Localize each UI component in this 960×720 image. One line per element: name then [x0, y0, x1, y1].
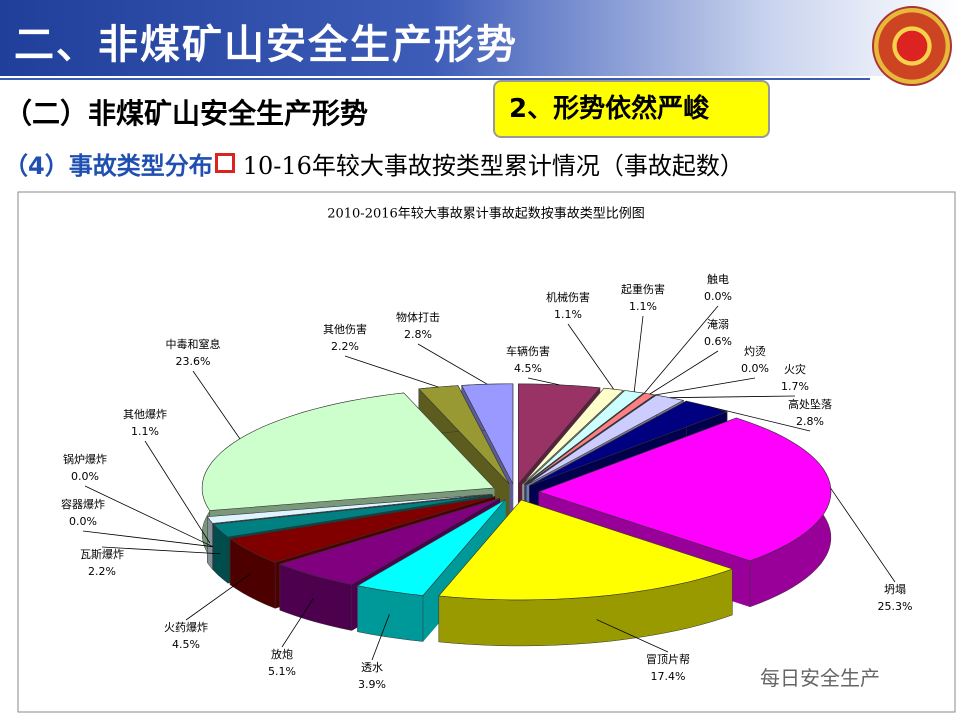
slice — [206, 493, 492, 524]
slice-label: 淹溺 — [707, 318, 729, 331]
slice-label: 其他伤害 — [323, 322, 367, 336]
slice — [538, 417, 832, 562]
slice-value-label: 1.1% — [554, 308, 582, 321]
slice-label: 火灾 — [784, 362, 806, 376]
slice-label: 起重伤害 — [621, 282, 665, 296]
slice-label: 其他爆炸 — [123, 407, 167, 421]
watermark: 每日安全生产 — [760, 666, 880, 690]
slice — [523, 390, 645, 485]
leader-line — [654, 377, 756, 396]
leader-line — [527, 377, 560, 386]
slice-label: 冒顶片帮 — [646, 653, 690, 666]
slice-value-label: 23.6% — [176, 355, 211, 368]
leader-line — [417, 343, 488, 385]
slice-value-label: 0.0% — [69, 515, 97, 528]
section-heading: （4）事故类型分布 10-16年较大事故按类型累计情况（事故起数） — [4, 146, 744, 181]
slice-label: 瓦斯爆炸 — [80, 547, 124, 561]
leader-line — [596, 619, 669, 653]
slice — [278, 498, 500, 585]
slice-value-label: 2.2% — [88, 565, 116, 578]
slice-value-label: 4.5% — [172, 638, 200, 651]
banner: 二、非煤矿山安全生产形势 — [0, 0, 960, 76]
slice-label: 中毒和窒息 — [166, 337, 221, 351]
slice-value-label: 0.0% — [741, 362, 769, 375]
section-label: （4）事故类型分布 — [4, 152, 213, 180]
slide-title: 二、非煤矿山安全生产形势 — [14, 22, 518, 68]
leader-line — [830, 488, 896, 583]
slice — [201, 392, 495, 511]
slice-label: 高处坠落 — [788, 397, 832, 411]
slice — [438, 499, 734, 601]
subtitle: （二）非煤矿山安全生产形势 — [4, 97, 369, 130]
leader-line — [633, 315, 644, 392]
slice — [526, 394, 685, 486]
leader-line — [101, 546, 220, 555]
leader-line — [371, 614, 390, 661]
slice-value-label: 1.7% — [781, 380, 809, 393]
section-caption: 10-16年较大事故按类型累计情况（事故起数） — [242, 152, 744, 180]
slice-label: 容器爆炸 — [61, 497, 105, 511]
leader-line — [281, 598, 314, 648]
slice-value-label: 17.4% — [651, 670, 686, 683]
slice-label: 触电 — [707, 272, 729, 286]
slice-value-label: 2.2% — [331, 340, 359, 353]
slice-label: 锅炉爆炸 — [63, 452, 107, 466]
slice — [525, 394, 656, 485]
leader-line — [707, 405, 811, 432]
slice-value-label: 1.1% — [629, 300, 657, 313]
slice — [418, 385, 510, 485]
slice-value-label: 4.5% — [514, 362, 542, 375]
leader-line — [185, 573, 251, 621]
slice-side — [207, 515, 213, 571]
slice-label: 机械伤害 — [546, 290, 590, 304]
chart-title: 2010-2016年较大事故累计事故起数按事故类型比例图 — [327, 207, 645, 222]
leader-line — [649, 350, 719, 395]
slice-value-label: 2.8% — [404, 328, 432, 341]
leader-line — [643, 305, 719, 394]
slice-label: 灼烫 — [744, 344, 766, 358]
slice — [212, 494, 493, 538]
leader-line — [84, 485, 214, 548]
slice-label: 车辆伤害 — [506, 344, 550, 358]
slice-value-label: 5.1% — [268, 665, 296, 678]
slice-label: 放炮 — [271, 647, 293, 661]
emblem — [872, 6, 952, 86]
slice — [212, 494, 493, 524]
slice-value-label: 25.3% — [878, 600, 913, 613]
badge: 2、形势依然严峻 — [493, 80, 770, 138]
slice — [229, 496, 495, 563]
divider — [0, 78, 870, 80]
slice-label: 物体打击 — [396, 310, 440, 324]
slice — [356, 499, 506, 596]
slice-value-label: 1.1% — [131, 425, 159, 438]
bullet-icon — [214, 153, 235, 173]
leader-line — [144, 440, 211, 544]
slice — [522, 387, 624, 485]
slice-value-label: 0.0% — [704, 290, 732, 303]
slice-label: 火药爆炸 — [164, 620, 208, 634]
slice-label: 透水 — [361, 661, 383, 674]
slice-value-label: 2.8% — [796, 415, 824, 428]
leader-line — [344, 355, 439, 388]
leader-line — [82, 530, 213, 548]
slice-value-label: 0.6% — [704, 335, 732, 348]
leader-line — [669, 395, 796, 399]
slice — [518, 383, 601, 485]
leader-line — [192, 370, 241, 440]
slice-label: 坍塌 — [884, 582, 906, 596]
slice-value-label: 0.0% — [71, 470, 99, 483]
leader-line — [567, 323, 615, 390]
slice-value-label: 3.9% — [358, 678, 386, 691]
